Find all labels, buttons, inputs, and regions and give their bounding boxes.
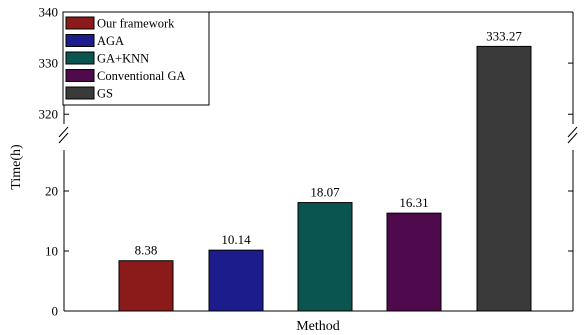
x-axis-title: Method	[296, 319, 340, 334]
y-tick-label-1-0: 320	[39, 107, 59, 122]
y-tick-label-1-1: 330	[39, 56, 59, 71]
legend-swatch-1	[65, 34, 95, 47]
legend-label-4: GS	[97, 87, 113, 101]
axis-break-mark-right-1	[567, 126, 578, 138]
axis-break-mark-right-2	[567, 132, 578, 144]
y-tick-label-0-2: 20	[45, 184, 58, 199]
legend-swatch-2	[65, 51, 95, 65]
legend-label-0: Our framework	[97, 17, 175, 31]
bars	[118, 45, 532, 312]
data-label-2: 18.07	[310, 185, 340, 200]
data-label-3: 16.31	[399, 195, 428, 210]
legend-swatch-0	[65, 16, 95, 30]
legend-label-3: Conventional GA	[97, 69, 186, 83]
legend-label-1: AGA	[97, 34, 124, 48]
data-labels: 8.38 10.14 18.07 16.31 333.27	[135, 28, 523, 257]
y-tick-label-1-2: 340	[39, 5, 59, 20]
data-label-1: 10.14	[221, 232, 251, 247]
legend-swatch-3	[65, 69, 95, 82]
legend-swatch-4	[65, 86, 95, 100]
y-tick-label-0-1: 10	[45, 244, 58, 259]
bar-3	[386, 212, 442, 312]
data-label-0: 8.38	[135, 243, 158, 258]
axis-break-mark-left-1	[58, 126, 69, 138]
axis-break-mark-left-2	[58, 132, 69, 144]
legend: Our framework AGA GA+KNN Conventional GA GS	[62, 11, 210, 106]
bar-1	[208, 249, 264, 312]
legend-label-2: GA+KNN	[97, 52, 149, 66]
bar-4	[476, 45, 532, 312]
y-axis-title: Time(h)	[9, 144, 24, 190]
y-tick-label-0-0: 0	[52, 304, 59, 319]
bar-2	[297, 202, 353, 312]
data-label-4: 333.27	[486, 28, 522, 43]
bar-0	[118, 260, 174, 312]
